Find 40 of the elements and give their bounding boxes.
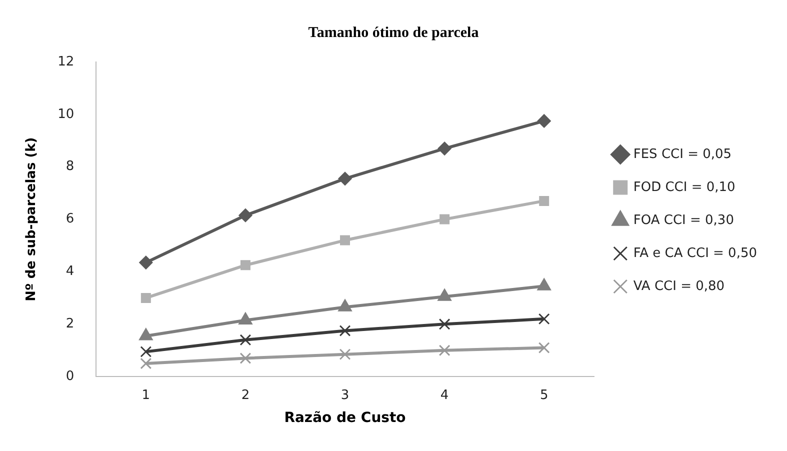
- point: [140, 292, 151, 303]
- legend-label: FOD CCI = 0,10: [633, 180, 736, 195]
- point: [338, 172, 352, 186]
- x-tick-label: 5: [540, 388, 548, 403]
- point: [140, 358, 152, 370]
- point: [438, 318, 450, 330]
- legend-label: FA e CA CCI = 0,50: [633, 246, 758, 261]
- point: [240, 334, 252, 346]
- y-axis-title: Nº de sub-parcelas (k): [24, 137, 40, 302]
- point: [438, 142, 452, 156]
- point: [139, 256, 153, 270]
- point: [537, 114, 551, 128]
- y-tick-label: 0: [66, 368, 74, 384]
- point: [440, 214, 450, 224]
- point: [238, 208, 252, 222]
- legend-label: FOA CCI = 0,30: [633, 212, 734, 228]
- y-tick-label: 4: [66, 264, 74, 280]
- point: [538, 342, 550, 354]
- chart-title: Tamanho ótimo de parcela: [308, 24, 480, 41]
- point: [240, 352, 252, 364]
- point: [240, 260, 250, 270]
- x-tick-label: 1: [142, 388, 150, 403]
- x-tick-label: 3: [340, 388, 350, 403]
- x-tick-label: 2: [241, 388, 250, 403]
- point: [538, 313, 550, 325]
- y-tick-label: 8: [66, 159, 74, 174]
- legend-label: FES CCI = 0,05: [633, 146, 732, 162]
- point: [438, 344, 450, 356]
- y-tick-label: 6: [66, 212, 74, 227]
- point: [140, 346, 152, 358]
- y-tick-label: 12: [58, 54, 74, 70]
- y-tick-label: 10: [58, 106, 74, 122]
- y-tick-label: 2: [66, 316, 74, 332]
- point: [539, 196, 550, 206]
- point: [339, 325, 351, 336]
- point: [340, 235, 350, 246]
- x-tick-label: 4: [440, 388, 449, 403]
- point: [339, 348, 351, 360]
- legend-label: VA CCI = 0,80: [633, 278, 725, 294]
- x-axis-title: Razão de Custo: [284, 410, 406, 426]
